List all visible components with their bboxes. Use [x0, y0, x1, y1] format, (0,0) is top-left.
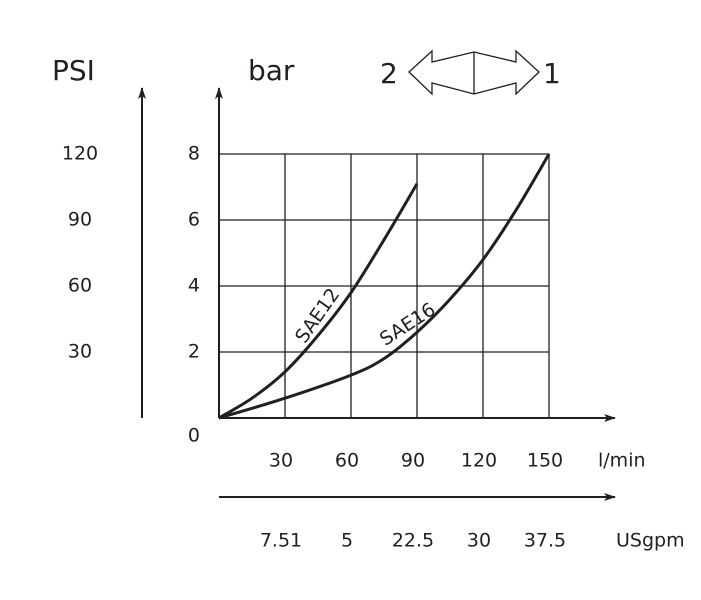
curve — [218, 153, 551, 420]
y-tick-label: 6 — [188, 209, 200, 231]
y-tick-label: 4 — [188, 275, 200, 297]
x2-tick-label: 30 — [467, 530, 491, 552]
curve — [218, 182, 419, 420]
direction-label: 1 — [543, 57, 561, 90]
x-tick-label: 30 — [269, 450, 293, 472]
y-axis-label: bar — [248, 54, 295, 87]
x2-tick-label: 22.5 — [392, 530, 434, 552]
x-tick-label: 150 — [527, 450, 563, 472]
y2-tick-label: 90 — [68, 209, 92, 231]
y-tick-label: 0 — [188, 425, 200, 447]
series-label: SAE16 — [376, 299, 440, 351]
direction-label: 2 — [380, 57, 398, 90]
y2-axis-label: PSI — [52, 54, 95, 87]
x-axis-label: l/min — [598, 450, 646, 472]
x2-axis-label: USgpm — [616, 530, 685, 552]
x-tick-label: 120 — [461, 450, 497, 472]
y-tick-label: 2 — [188, 341, 200, 363]
y2-tick-label: 30 — [68, 341, 92, 363]
flow-direction-arrow — [408, 49, 540, 96]
x-tick-label: 60 — [335, 450, 359, 472]
x2-tick-label: 7.51 — [260, 530, 302, 552]
x-tick-label: 90 — [401, 450, 425, 472]
x2-tick-label: 5 — [341, 530, 353, 552]
y-tick-label: 8 — [188, 143, 200, 165]
y2-tick-label: 60 — [68, 275, 92, 297]
x2-tick-label: 37.5 — [524, 530, 566, 552]
y2-tick-label: 120 — [62, 143, 98, 165]
